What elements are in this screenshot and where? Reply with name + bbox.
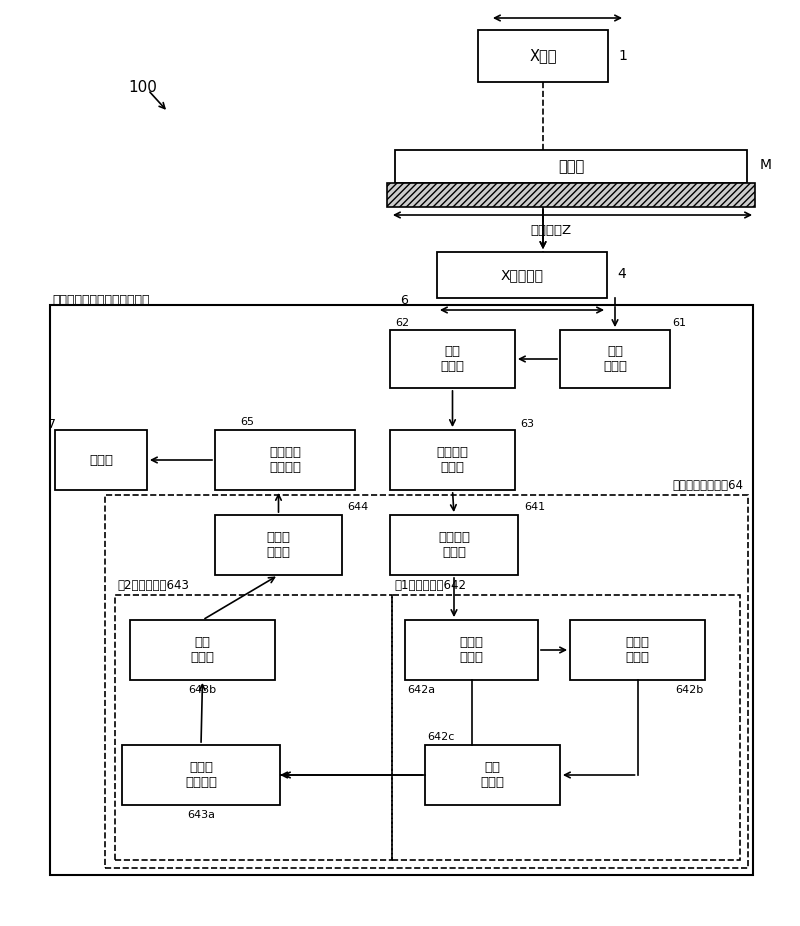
Text: 1: 1 — [618, 49, 627, 63]
FancyBboxPatch shape — [390, 430, 515, 490]
FancyBboxPatch shape — [390, 515, 518, 575]
Text: 表格
做成部: 表格 做成部 — [190, 636, 214, 664]
FancyBboxPatch shape — [215, 515, 342, 575]
FancyBboxPatch shape — [437, 252, 607, 298]
Text: 对数变换
处理部: 对数变换 处理部 — [438, 531, 470, 559]
FancyBboxPatch shape — [55, 430, 147, 490]
Text: 长跨距图
像生成部: 长跨距图 像生成部 — [269, 446, 301, 474]
Text: 平均化
处理部: 平均化 处理部 — [266, 531, 290, 559]
Text: 63: 63 — [520, 419, 534, 429]
Text: 图像处理部（图像处理装置）: 图像处理部（图像处理装置） — [52, 294, 150, 307]
Text: X线管: X线管 — [530, 48, 557, 64]
Text: M: M — [760, 158, 772, 172]
Text: 接合位置
设定部: 接合位置 设定部 — [437, 446, 469, 474]
Text: 7: 7 — [48, 418, 56, 431]
Text: 柱状图
取得部: 柱状图 取得部 — [459, 636, 483, 664]
Text: 图像
取得部: 图像 取得部 — [603, 345, 627, 373]
Text: 表格
生成部: 表格 生成部 — [481, 761, 505, 789]
FancyBboxPatch shape — [425, 745, 560, 805]
Text: 特征量
取得部: 特征量 取得部 — [626, 636, 650, 664]
Text: 642b: 642b — [674, 685, 703, 695]
Text: 100: 100 — [128, 80, 157, 95]
Text: 644: 644 — [347, 502, 368, 512]
Text: 643b: 643b — [189, 685, 217, 695]
FancyBboxPatch shape — [395, 150, 747, 183]
Text: 基准图
像选择部: 基准图 像选择部 — [185, 761, 217, 789]
FancyBboxPatch shape — [560, 330, 670, 388]
Text: 体轴方向Z: 体轴方向Z — [530, 223, 571, 236]
Text: 4: 4 — [617, 267, 626, 281]
Text: 第2表格做成部643: 第2表格做成部643 — [117, 579, 189, 592]
FancyBboxPatch shape — [50, 305, 753, 875]
FancyBboxPatch shape — [387, 183, 755, 207]
Text: 643a: 643a — [187, 810, 215, 820]
Text: 642c: 642c — [427, 732, 454, 742]
FancyBboxPatch shape — [122, 745, 280, 805]
FancyBboxPatch shape — [390, 330, 515, 388]
Text: 61: 61 — [672, 318, 686, 328]
Text: 被测体: 被测体 — [558, 159, 584, 174]
Text: 显示部: 显示部 — [89, 454, 113, 467]
Text: 浓度对比度校正部64: 浓度对比度校正部64 — [672, 479, 743, 492]
Text: 图像
存储器: 图像 存储器 — [441, 345, 465, 373]
FancyBboxPatch shape — [215, 430, 355, 490]
Text: 641: 641 — [524, 502, 545, 512]
Text: 65: 65 — [240, 417, 254, 427]
Text: 6: 6 — [400, 294, 408, 307]
FancyBboxPatch shape — [478, 30, 608, 82]
Text: 62: 62 — [395, 318, 409, 328]
Text: 642a: 642a — [407, 685, 435, 695]
Text: X线检测器: X线检测器 — [501, 268, 543, 282]
FancyBboxPatch shape — [130, 620, 275, 680]
FancyBboxPatch shape — [570, 620, 705, 680]
FancyBboxPatch shape — [405, 620, 538, 680]
Text: 第1表格做成部642: 第1表格做成部642 — [394, 579, 466, 592]
